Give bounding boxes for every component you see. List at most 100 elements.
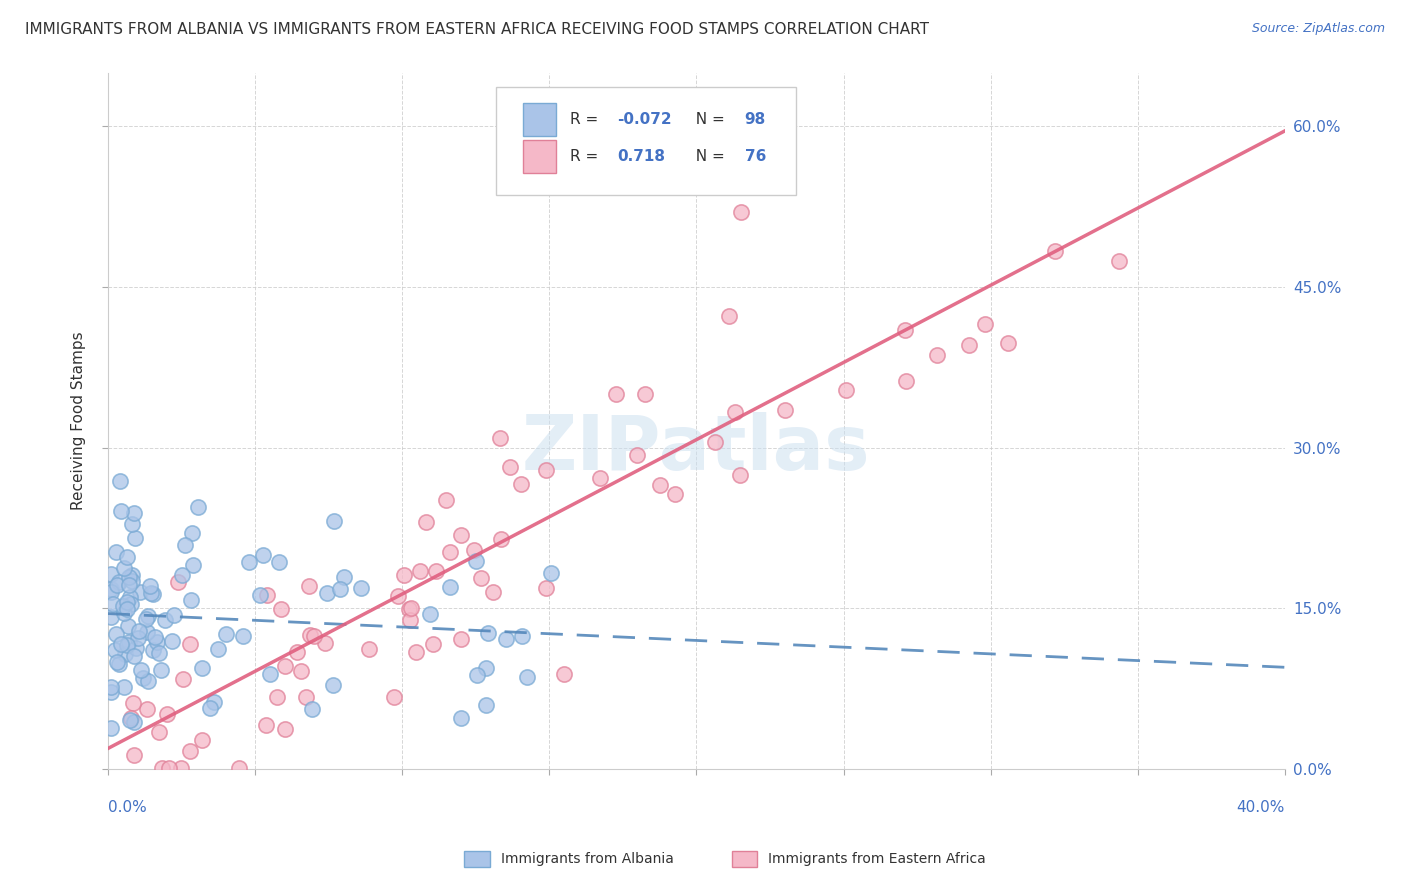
Point	[1108, 253, 1130, 268]
Point	[498, 460, 520, 475]
Point	[534, 581, 557, 595]
Point	[450, 527, 472, 541]
Point	[322, 678, 344, 692]
Point	[249, 588, 271, 602]
Text: Immigrants from Albania: Immigrants from Albania	[501, 852, 673, 866]
Point	[181, 558, 204, 573]
Text: ZIPatlas: ZIPatlas	[522, 411, 870, 485]
Point	[510, 629, 533, 643]
Point	[717, 309, 740, 323]
Point	[773, 403, 796, 417]
Point	[927, 348, 949, 362]
Point	[121, 567, 143, 582]
Point	[136, 702, 159, 716]
Point	[129, 663, 152, 677]
Point	[835, 384, 858, 398]
Point	[105, 627, 128, 641]
Point	[207, 641, 229, 656]
Point	[100, 582, 122, 596]
Point	[350, 582, 373, 596]
Point	[534, 463, 557, 477]
Point	[180, 592, 202, 607]
Point	[145, 630, 167, 644]
Point	[215, 627, 238, 641]
Text: -0.072: -0.072	[617, 112, 672, 127]
Text: R =: R =	[571, 112, 603, 127]
Point	[100, 567, 122, 582]
Point	[294, 690, 316, 704]
FancyBboxPatch shape	[496, 87, 796, 194]
Point	[163, 607, 186, 622]
Point	[101, 598, 124, 612]
Point	[269, 555, 291, 569]
Text: 98: 98	[745, 112, 766, 127]
Point	[142, 587, 165, 601]
Point	[112, 606, 135, 620]
Point	[238, 555, 260, 569]
Y-axis label: Receiving Food Stamps: Receiving Food Stamps	[72, 332, 86, 510]
Point	[125, 640, 148, 655]
Text: Source: ZipAtlas.com: Source: ZipAtlas.com	[1251, 22, 1385, 36]
Point	[290, 665, 312, 679]
Point	[124, 531, 146, 545]
Point	[122, 715, 145, 730]
Point	[187, 500, 209, 515]
Point	[322, 514, 344, 528]
Point	[333, 570, 356, 584]
Point	[179, 637, 201, 651]
Point	[728, 468, 751, 483]
Point	[121, 517, 143, 532]
Point	[612, 141, 634, 155]
Point	[301, 702, 323, 716]
Point	[108, 474, 131, 488]
Point	[115, 638, 138, 652]
Point	[439, 545, 461, 559]
Point	[115, 550, 138, 565]
Point	[139, 579, 162, 593]
Point	[626, 448, 648, 462]
Text: Immigrants from Eastern Africa: Immigrants from Eastern Africa	[768, 852, 986, 866]
Point	[605, 387, 627, 401]
Point	[408, 564, 430, 578]
Point	[422, 637, 444, 651]
Point	[228, 761, 250, 775]
Point	[259, 667, 281, 681]
Point	[148, 647, 170, 661]
Point	[450, 632, 472, 646]
Point	[274, 659, 297, 673]
Point	[470, 570, 492, 584]
Point	[120, 597, 142, 611]
Point	[467, 667, 489, 681]
Point	[465, 554, 488, 568]
Point	[399, 613, 422, 627]
Point	[399, 601, 422, 615]
Point	[285, 645, 308, 659]
Point	[723, 405, 745, 419]
Point	[450, 711, 472, 725]
Point	[328, 582, 350, 596]
Point	[100, 680, 122, 694]
Point	[136, 673, 159, 688]
Point	[405, 645, 427, 659]
Point	[115, 602, 138, 616]
Point	[200, 700, 222, 714]
Point	[120, 713, 142, 727]
Point	[100, 610, 122, 624]
Text: 40.0%: 40.0%	[1237, 800, 1285, 815]
Point	[160, 634, 183, 648]
Point	[894, 374, 917, 388]
Point	[172, 568, 194, 582]
FancyBboxPatch shape	[523, 103, 557, 136]
Text: N =: N =	[686, 112, 730, 127]
Point	[118, 590, 141, 604]
Point	[482, 584, 505, 599]
Text: 76: 76	[745, 149, 766, 164]
Point	[650, 478, 672, 492]
Point	[114, 647, 136, 661]
Point	[589, 471, 612, 485]
Point	[100, 584, 122, 599]
Point	[117, 619, 139, 633]
Point	[179, 744, 201, 758]
Point	[110, 637, 132, 651]
Point	[540, 566, 562, 581]
